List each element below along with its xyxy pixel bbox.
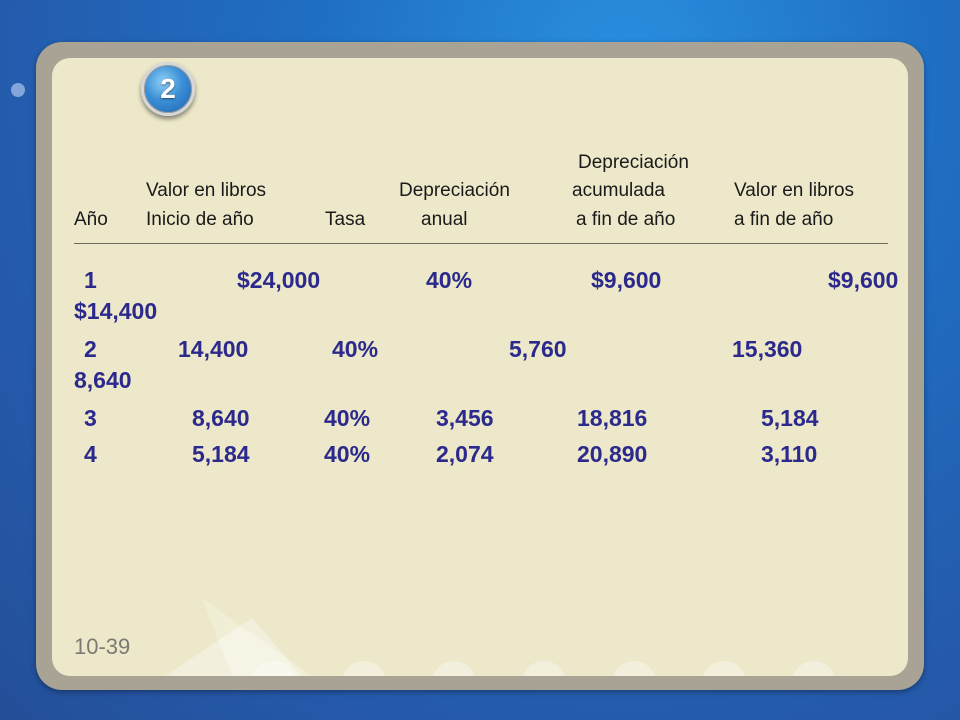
row-1-book-value-start: $24,000: [237, 267, 321, 293]
header-tasa: Tasa: [325, 209, 366, 230]
row-4-annual-depreciation: 2,074: [436, 441, 494, 467]
row-1-book-value-end: $14,400: [74, 298, 158, 324]
row-4-rate: 40%: [324, 441, 371, 467]
row-4-book-value-start: 5,184: [192, 441, 250, 467]
header-fin-de-anio-1: a fin de año: [576, 209, 676, 230]
row-1-rate: 40%: [426, 267, 473, 293]
header-anio: Año: [74, 209, 108, 230]
header-inicio-de-anio: Inicio de año: [146, 209, 254, 230]
header-depreciacion-anual: Depreciación: [399, 180, 510, 201]
slide-number-badge: 2: [141, 62, 195, 116]
row-1-year: 1: [84, 267, 97, 293]
row-4-book-value-end: 3,110: [761, 441, 818, 467]
row-2-accumulated-depreciation: 15,360: [732, 336, 803, 362]
row-4-accumulated-depreciation: 20,890: [577, 441, 648, 467]
header-fin-de-anio-2: a fin de año: [734, 209, 834, 230]
header-acumulada: acumulada: [572, 180, 665, 201]
row-1-annual-depreciation: $9,600: [591, 267, 662, 293]
page-number: 10-39: [74, 634, 131, 659]
row-2-rate: 40%: [332, 336, 379, 362]
slide-panel: [52, 58, 908, 676]
header-anual: anual: [421, 209, 468, 230]
slide-decoration: [165, 598, 835, 676]
row-3-book-value-start: 8,640: [192, 405, 250, 431]
row-3-year: 3: [84, 405, 97, 431]
row-3-annual-depreciation: 3,456: [436, 405, 494, 431]
row-3-rate: 40%: [324, 405, 371, 431]
row-2-book-value-end: 8,640: [74, 367, 132, 393]
row-2-annual-depreciation: 5,760: [509, 336, 567, 362]
row-2-book-value-start: 14,400: [178, 336, 249, 362]
header-valor-libros-inicio: Valor en libros: [146, 180, 267, 201]
header-depreciacion-acumulada-top: Depreciación: [578, 152, 689, 173]
row-4-year: 4: [84, 441, 97, 467]
header-divider: [74, 243, 888, 244]
row-3-book-value-end: 5,184: [761, 405, 819, 431]
row-3-accumulated-depreciation: 18,816: [577, 405, 648, 431]
header-valor-libros-fin: Valor en libros: [734, 180, 855, 201]
row-1-accumulated-depreciation: $9,600: [828, 267, 899, 293]
row-2-year: 2: [84, 336, 97, 362]
